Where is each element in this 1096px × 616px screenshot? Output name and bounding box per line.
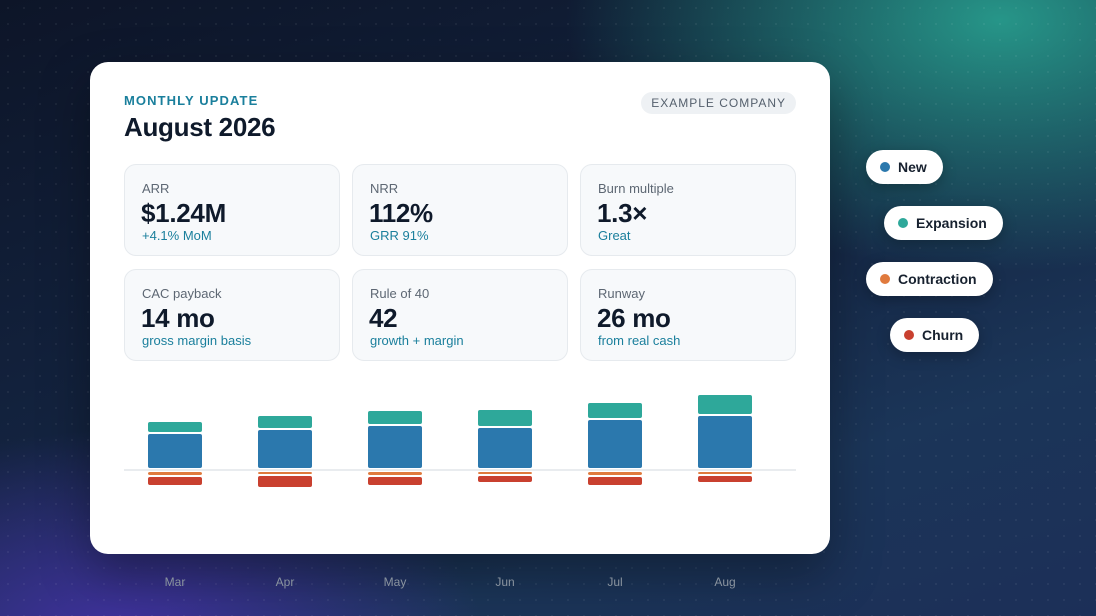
bar-new-mar [148,434,202,468]
kpi-subtext: gross margin basis [142,333,252,348]
bar-churn-apr [258,476,312,487]
eyebrow-label: MONTHLY UPDATE [124,93,259,108]
bar-new-jul [588,420,642,468]
kpi-value: 14 mo [141,303,215,333]
kpi-label: CAC payback [142,286,222,301]
x-tick-label: Apr [276,575,295,589]
x-tick-label: Mar [165,575,186,589]
bar-new-may [368,426,422,468]
bar-new-aug [698,416,752,468]
bar-new-jun [478,428,532,468]
bar-expansion-jun [478,410,532,426]
legend-item-contraction: Contraction [866,262,993,296]
kpi-card-cac-payback: CAC payback 14 mo gross margin basis [124,269,340,361]
legend-dot-churn [904,330,914,340]
bar-expansion-apr [258,416,312,428]
bar-contraction-jun [478,472,532,474]
bar-churn-jul [588,477,642,485]
legend-dot-expansion [898,218,908,228]
kpi-subtext: Great [598,228,631,243]
bar-new-apr [258,430,312,468]
bar-contraction-may [368,472,422,475]
bar-churn-mar [148,477,202,485]
bar-contraction-apr [258,472,312,474]
revenue-movement-chart: Mar Apr May Jun Jul Aug [124,395,796,589]
kpi-value: 42 [369,303,398,333]
kpi-card-runway: Runway 26 mo from real cash [580,269,796,361]
kpi-label: Burn multiple [598,181,674,196]
x-tick-label: Jul [607,575,622,589]
bar-contraction-aug [698,472,752,474]
kpi-label: Runway [598,286,645,301]
kpi-value: 112% [369,198,433,228]
company-badge: EXAMPLE COMPANY [641,92,796,114]
legend-label: New [898,159,927,175]
x-tick-label: Jun [495,575,514,589]
legend-dot-new [880,162,890,172]
legend-dot-contraction [880,274,890,284]
kpi-subtext: from real cash [598,333,681,348]
bar-expansion-mar [148,422,202,432]
kpi-card-rule-of-40: Rule of 40 42 growth + margin [352,269,568,361]
kpi-card-nrr: NRR 112% GRR 91% [352,164,568,256]
monthly-update-card: MONTHLY UPDATE August 2026 EXAMPLE COMPA… [90,62,830,589]
kpi-subtext: +4.1% MoM [142,228,212,243]
bar-churn-aug [698,476,752,482]
bar-expansion-aug [698,395,752,414]
bar-churn-may [368,477,422,485]
legend-label: Contraction [898,271,977,287]
kpi-card-arr: ARR $1.24M +4.1% MoM [124,164,340,256]
kpi-subtext: GRR 91% [370,228,429,243]
legend-item-churn: Churn [890,318,980,352]
legend-label: Churn [922,327,964,343]
bar-contraction-mar [148,472,202,475]
page-title: August 2026 [124,112,276,142]
kpi-subtext: growth + margin [370,333,464,348]
bar-expansion-may [368,411,422,424]
kpi-value: $1.24M [141,198,226,228]
x-tick-label: Aug [714,575,735,589]
legend-item-expansion: Expansion [884,206,1003,240]
bar-contraction-jul [588,472,642,475]
kpi-value: 1.3× [597,198,648,228]
kpi-card-burn-multiple: Burn multiple 1.3× Great [580,164,796,256]
bar-expansion-jul [588,403,642,418]
kpi-label: NRR [370,181,399,196]
bar-churn-jun [478,476,532,482]
x-tick-label: May [384,575,407,589]
kpi-value: 26 mo [597,303,671,333]
legend-label: Expansion [916,215,987,231]
kpi-label: ARR [142,181,170,196]
legend-item-new: New [866,150,943,184]
kpi-label: Rule of 40 [370,286,430,301]
